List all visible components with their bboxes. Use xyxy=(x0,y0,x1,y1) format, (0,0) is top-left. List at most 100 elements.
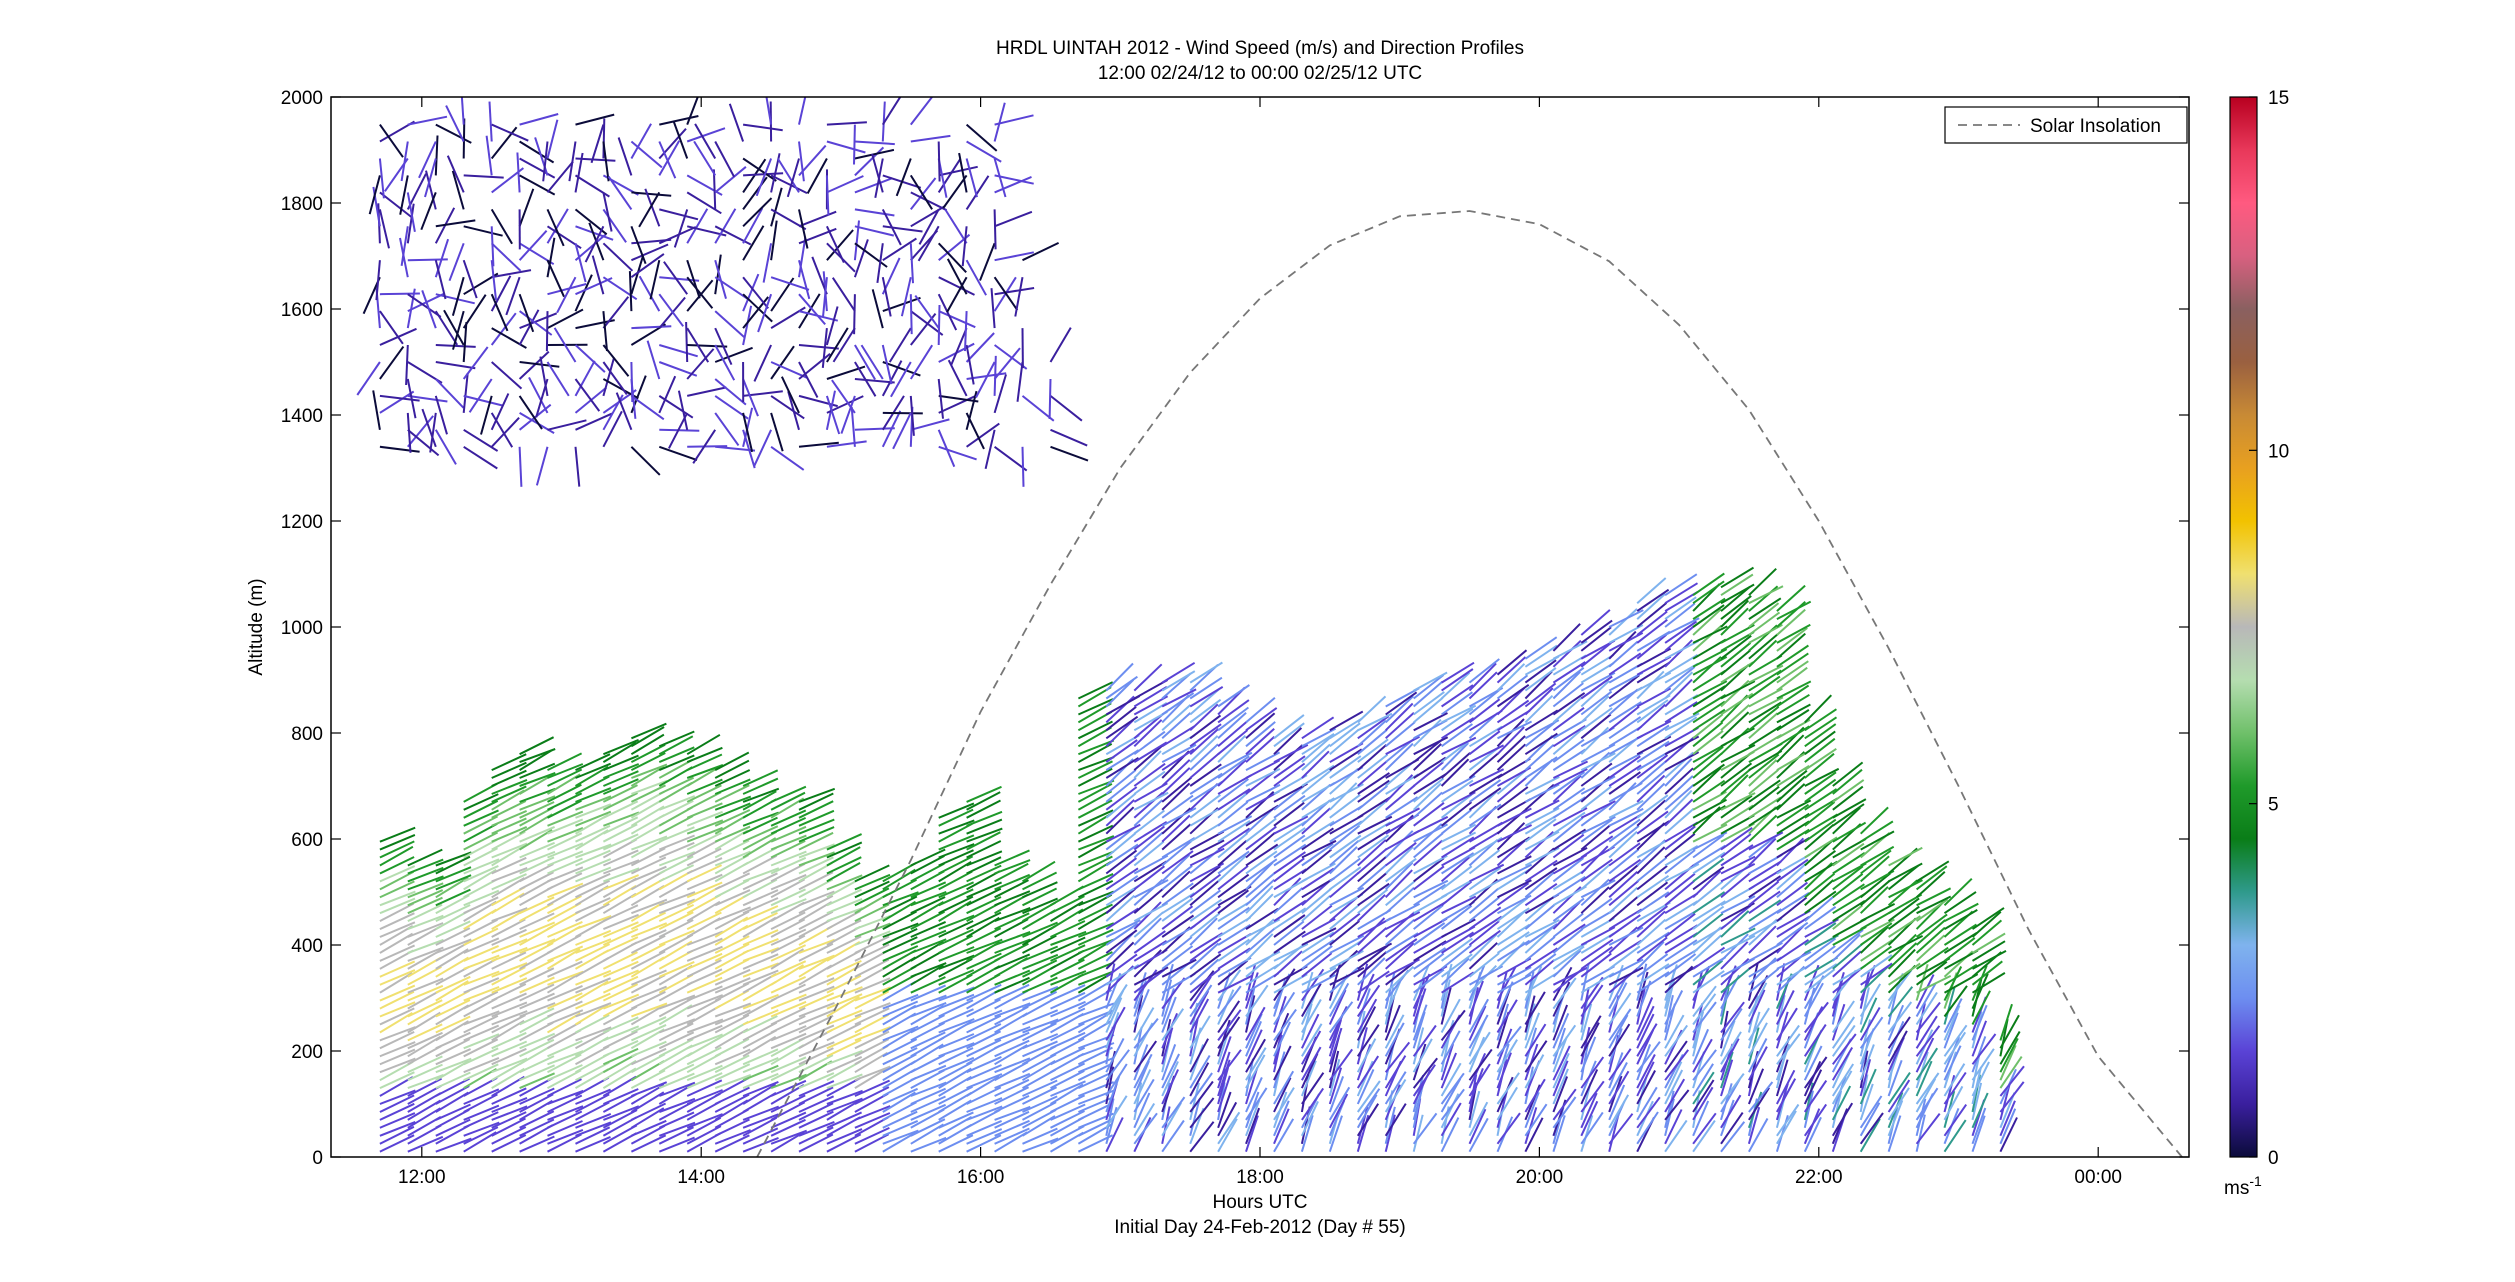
wind-barb xyxy=(770,901,805,922)
wind-barb xyxy=(463,957,498,978)
wind-barb xyxy=(1217,985,1242,1018)
wind-barb xyxy=(1301,781,1336,803)
wind-barb xyxy=(1273,1021,1292,1057)
wind-barb xyxy=(966,856,1002,875)
wind-barb xyxy=(407,966,442,986)
wind-barb xyxy=(547,832,583,851)
wind-barb xyxy=(1943,932,1978,954)
upper-profile-column xyxy=(505,113,560,487)
wind-barb xyxy=(491,789,525,811)
wind-barb xyxy=(742,1015,778,1034)
upper-profile-column xyxy=(860,97,923,448)
wind-barb xyxy=(1580,675,1613,700)
wind-barb xyxy=(491,962,528,978)
wind-barb xyxy=(631,191,672,197)
wind-barb xyxy=(1105,1075,1121,1113)
wind-barb xyxy=(1720,804,1754,827)
wind-barb xyxy=(547,850,584,867)
colorbar-gradient xyxy=(2229,96,2258,1158)
chart-subtitle: 12:00 02/24/12 to 00:00 02/25/12 UTC xyxy=(1098,63,1422,84)
wind-barb xyxy=(658,795,696,811)
wind-barb xyxy=(1050,1031,1086,1050)
wind-barb xyxy=(910,976,946,994)
wind-barb xyxy=(686,1113,723,1129)
wind-barb xyxy=(1357,753,1389,779)
wind-barb xyxy=(1021,860,1056,883)
wind-barb xyxy=(742,157,777,182)
wind-barb xyxy=(519,140,555,164)
wind-barb xyxy=(628,271,633,312)
wind-barb xyxy=(1496,839,1527,867)
wind-barb xyxy=(603,874,639,891)
wind-barb xyxy=(1860,886,1889,914)
wind-barb xyxy=(938,1056,975,1074)
wind-barb xyxy=(1161,1106,1171,1144)
wind-barb xyxy=(1245,858,1278,883)
wind-barb xyxy=(658,1063,695,1082)
wind-barb xyxy=(1916,975,1952,994)
wind-barb xyxy=(1189,688,1220,716)
wind-barb xyxy=(1440,855,1471,883)
wind-barb xyxy=(854,986,891,1002)
wind-barb xyxy=(1245,933,1274,962)
wind-barb xyxy=(1831,1063,1855,1097)
wind-barb xyxy=(1468,662,1497,692)
wind-barb xyxy=(546,948,581,970)
wind-barb xyxy=(1776,909,1811,930)
wind-barb xyxy=(1356,1010,1366,1049)
wind-barb xyxy=(1860,922,1893,946)
y-tick-label: 2000 xyxy=(281,88,323,109)
wind-barb xyxy=(574,813,609,835)
wind-barb xyxy=(1748,947,1782,970)
wind-barb xyxy=(1105,719,1135,748)
wind-barb xyxy=(490,412,514,448)
wind-barb xyxy=(1077,799,1113,819)
wind-barb xyxy=(966,916,1000,938)
wind-barb xyxy=(1580,1069,1599,1105)
wind-barb xyxy=(1357,872,1388,899)
wind-barb xyxy=(1860,962,1893,986)
wind-barb xyxy=(491,909,526,930)
wind-barb xyxy=(630,856,667,875)
wind-barb xyxy=(1385,691,1418,716)
wind-barb xyxy=(1189,763,1222,787)
profile-column xyxy=(602,738,640,1153)
profile-column xyxy=(1245,696,1281,1153)
wind-barb xyxy=(1413,712,1448,732)
wind-barb xyxy=(1776,892,1810,915)
profile-column xyxy=(1580,609,1616,1152)
wind-barb xyxy=(407,949,442,970)
wind-barb xyxy=(742,787,780,803)
wind-barb xyxy=(1384,1004,1401,1041)
wind-barb xyxy=(1580,965,1615,986)
wind-barb xyxy=(379,390,415,414)
wind-barb xyxy=(547,826,584,843)
wind-barb xyxy=(1497,798,1531,819)
wind-barb xyxy=(854,1038,890,1058)
wind-barb xyxy=(1971,972,2006,994)
wind-barb xyxy=(1636,1054,1656,1089)
wind-barb xyxy=(1803,1045,1823,1081)
wind-barb xyxy=(938,895,974,915)
wind-barb xyxy=(966,938,1003,954)
wind-barb xyxy=(714,769,751,787)
wind-barb xyxy=(1915,1078,1937,1113)
wind-barb xyxy=(602,936,639,954)
wind-barb xyxy=(979,242,996,281)
wind-barb xyxy=(1692,1011,1705,1049)
wind-barb xyxy=(1580,662,1615,684)
wind-barb xyxy=(966,799,1001,819)
wind-barb xyxy=(400,141,409,182)
wind-barb xyxy=(1022,1095,1058,1113)
wind-barb xyxy=(1524,959,1555,986)
wind-barb xyxy=(826,1060,861,1082)
wind-barb xyxy=(770,809,807,827)
wind-barb xyxy=(1468,980,1484,1017)
wind-barb xyxy=(994,1012,1028,1034)
wind-barb xyxy=(1971,1082,1983,1121)
wind-barb xyxy=(965,123,998,152)
wind-barb xyxy=(1524,947,1558,970)
wind-barb xyxy=(714,327,733,366)
wind-barb xyxy=(1413,782,1442,811)
wind-barb xyxy=(1944,949,1979,970)
